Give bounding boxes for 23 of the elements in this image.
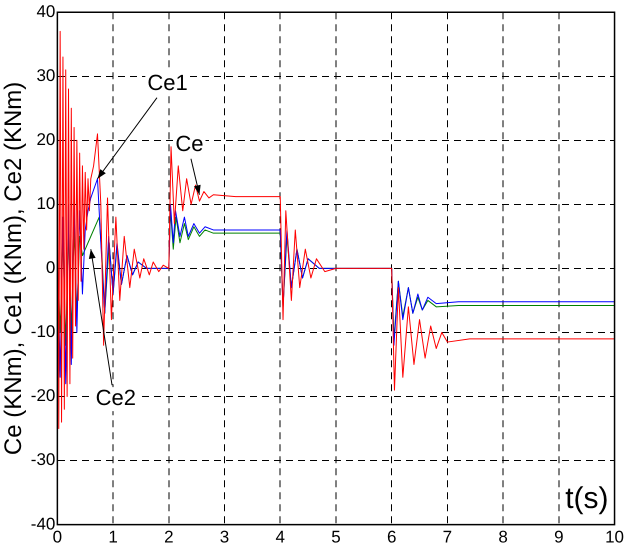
x-tick-label: 1 <box>108 527 118 546</box>
x-axis-title: t(s) <box>565 482 609 515</box>
x-tick-label: 8 <box>498 527 508 546</box>
x-tick-label: 10 <box>605 527 624 546</box>
annotation: Ce1 <box>147 70 188 95</box>
annotation: Ce <box>175 130 204 156</box>
y-tick-label: 10 <box>36 194 56 214</box>
annotation: Ce2 <box>96 385 136 410</box>
y-tick-label: 20 <box>36 130 56 149</box>
x-tick-label: 9 <box>554 527 564 546</box>
y-tick-label: 40 <box>36 2 56 21</box>
y-tick-label: -20 <box>30 386 56 406</box>
x-tick-label: 2 <box>164 527 174 546</box>
y-tick-label: 30 <box>36 66 56 85</box>
y-tick-label: -10 <box>30 322 56 342</box>
x-tick-label: 7 <box>442 527 452 546</box>
x-tick-label: 3 <box>220 527 230 546</box>
x-tick-label: 5 <box>331 527 341 546</box>
y-tick-label: -30 <box>30 450 56 470</box>
y-axis-title: Ce (KNm), Ce1 (KNm), Ce2 (KNm) <box>0 82 28 456</box>
x-tick-label: 4 <box>276 527 285 546</box>
y-tick-label: 0 <box>46 258 56 278</box>
x-tick-label: 6 <box>386 527 396 546</box>
